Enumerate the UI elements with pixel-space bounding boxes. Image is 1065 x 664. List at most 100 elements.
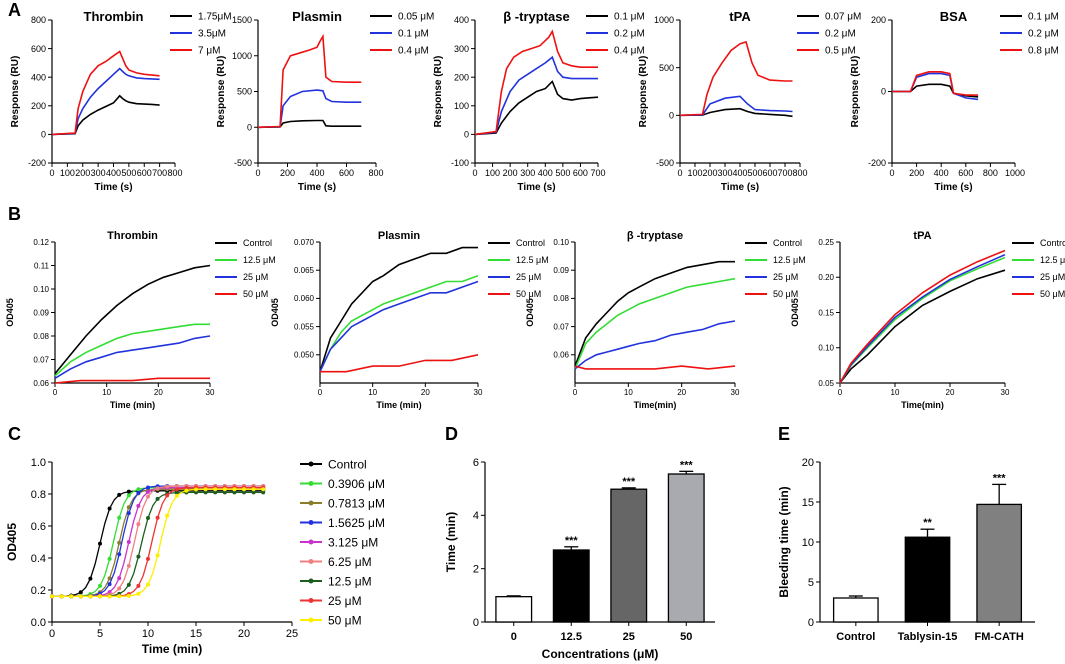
- series-line-2: [319, 275, 479, 373]
- series-line-4: [320, 354, 479, 373]
- y-tick-label: 0: [808, 617, 814, 629]
- x-tick-label: 5: [97, 628, 103, 640]
- y-tick-label: 0: [464, 130, 469, 140]
- x-tick-label: 25: [623, 631, 635, 643]
- series-line-3: [51, 50, 160, 136]
- x-tick-label: 800: [167, 168, 182, 178]
- x-tick-label: 0: [255, 168, 260, 178]
- x-tick-label: 0: [318, 388, 323, 397]
- x-tick-label: 400: [538, 168, 553, 178]
- x-tick-label: 1000: [1005, 168, 1025, 178]
- data-point: [165, 513, 170, 518]
- x-tick-label: 12.5: [561, 631, 582, 643]
- legend-label: 0.1 μM: [398, 29, 429, 40]
- x-axis-label: Time (s): [298, 182, 336, 193]
- x-tick-label: 0: [53, 388, 58, 397]
- series-line-8: [52, 486, 264, 598]
- data-point: [126, 582, 131, 587]
- legend-label: 50 μM: [243, 289, 268, 299]
- y-tick-label: 0.055: [294, 322, 315, 331]
- legend-label: 3.5μM: [198, 29, 226, 40]
- y-tick-label: 0.07: [33, 355, 49, 364]
- y-axis-label: Response (RU): [638, 56, 649, 128]
- series-line-1: [257, 119, 362, 129]
- y-tick-label: 100: [454, 101, 469, 111]
- x-tick-label: 50: [680, 631, 692, 643]
- legend-label: 6.25 μM: [328, 555, 372, 569]
- significance-label: ***: [993, 472, 1007, 484]
- x-tick-label: 200: [280, 168, 295, 178]
- y-tick-label: 0.4: [31, 553, 46, 565]
- y-tick-label: 400: [454, 15, 469, 25]
- y-axis-label: OD405: [270, 298, 280, 327]
- series-line-4: [574, 365, 736, 370]
- x-tick-label: 700: [777, 168, 792, 178]
- data-point: [222, 487, 227, 492]
- series-line-3: [892, 71, 979, 96]
- series-line-2: [474, 55, 598, 136]
- x-tick-label: 500: [121, 168, 136, 178]
- y-tick-label: -200: [868, 158, 886, 168]
- data-point: [165, 484, 170, 489]
- x-tick-label: 0: [889, 168, 894, 178]
- data-point: [146, 515, 150, 520]
- legend-label: 0.07 μM: [825, 12, 861, 23]
- chart-panel-E: E 0 5 10 15 20 Bleeding time (min) Control ** Tab…: [777, 424, 1035, 643]
- legend-label: 0.2 μM: [1028, 29, 1059, 40]
- legend-label: 0.2 μM: [825, 29, 856, 40]
- chart-panel-D: D 0 2 4 6 Time (min) 0 *** 12.5 *** 25 *** 50 Concent…: [444, 424, 715, 661]
- legend-label: 0.1 μM: [614, 12, 645, 23]
- y-tick-label: 0: [473, 617, 479, 629]
- data-point: [136, 522, 141, 527]
- y-tick-label: 0.0: [31, 617, 46, 629]
- x-tick-label: 10: [142, 628, 154, 640]
- data-point: [136, 583, 141, 588]
- x-axis-label: Time (s): [934, 182, 972, 193]
- data-point: [213, 490, 218, 495]
- y-axis-label: OD405: [5, 523, 19, 561]
- legend-label: 1.75μM: [198, 12, 232, 23]
- data-point: [117, 586, 122, 591]
- chart-title: Thrombin: [107, 230, 158, 242]
- y-tick-label: 1000: [654, 15, 674, 25]
- series-line-1: [51, 94, 160, 136]
- data-point: [126, 505, 131, 510]
- x-tick-label: 0: [677, 168, 682, 178]
- series-line-3: [319, 280, 479, 373]
- data-point: [146, 556, 150, 561]
- x-axis-label: Time (s): [721, 182, 759, 193]
- data-point: [155, 486, 160, 491]
- x-tick-label: Control: [836, 631, 875, 643]
- y-tick-label: 0.15: [818, 308, 834, 317]
- data-point: [146, 489, 150, 494]
- series-line-7: [52, 491, 264, 598]
- legend-label: 25 μM: [516, 272, 541, 282]
- legend-label: 0.2 μM: [614, 29, 645, 40]
- x-tick-label: 0: [511, 631, 517, 643]
- legend-label: 12.5 μM: [243, 255, 276, 265]
- legend-label: Control: [328, 457, 367, 471]
- legend-label: 0.4 μM: [614, 46, 645, 57]
- legend-label: 50 μM: [1040, 289, 1065, 299]
- data-point: [117, 515, 122, 520]
- data-point: [107, 576, 112, 581]
- legend-marker: [308, 461, 314, 467]
- data-point: [88, 594, 93, 599]
- data-point: [136, 490, 141, 495]
- x-tick-label: 30: [1001, 388, 1010, 397]
- data-point: [98, 583, 102, 588]
- x-tick-label: 200: [75, 168, 90, 178]
- legend-label: 0.3906 μM: [328, 477, 385, 491]
- x-tick-label: 0: [573, 388, 578, 397]
- chart-title: BSA: [940, 9, 968, 24]
- chart-title: tPA: [729, 9, 751, 24]
- significance-label: ***: [565, 535, 579, 547]
- data-point: [98, 594, 102, 599]
- legend-marker: [308, 598, 314, 603]
- y-tick-label: 0: [41, 130, 46, 140]
- y-tick-label: 4: [473, 510, 479, 522]
- legend-label: 25 μM: [243, 272, 268, 282]
- y-axis-label: Time (min): [444, 512, 458, 572]
